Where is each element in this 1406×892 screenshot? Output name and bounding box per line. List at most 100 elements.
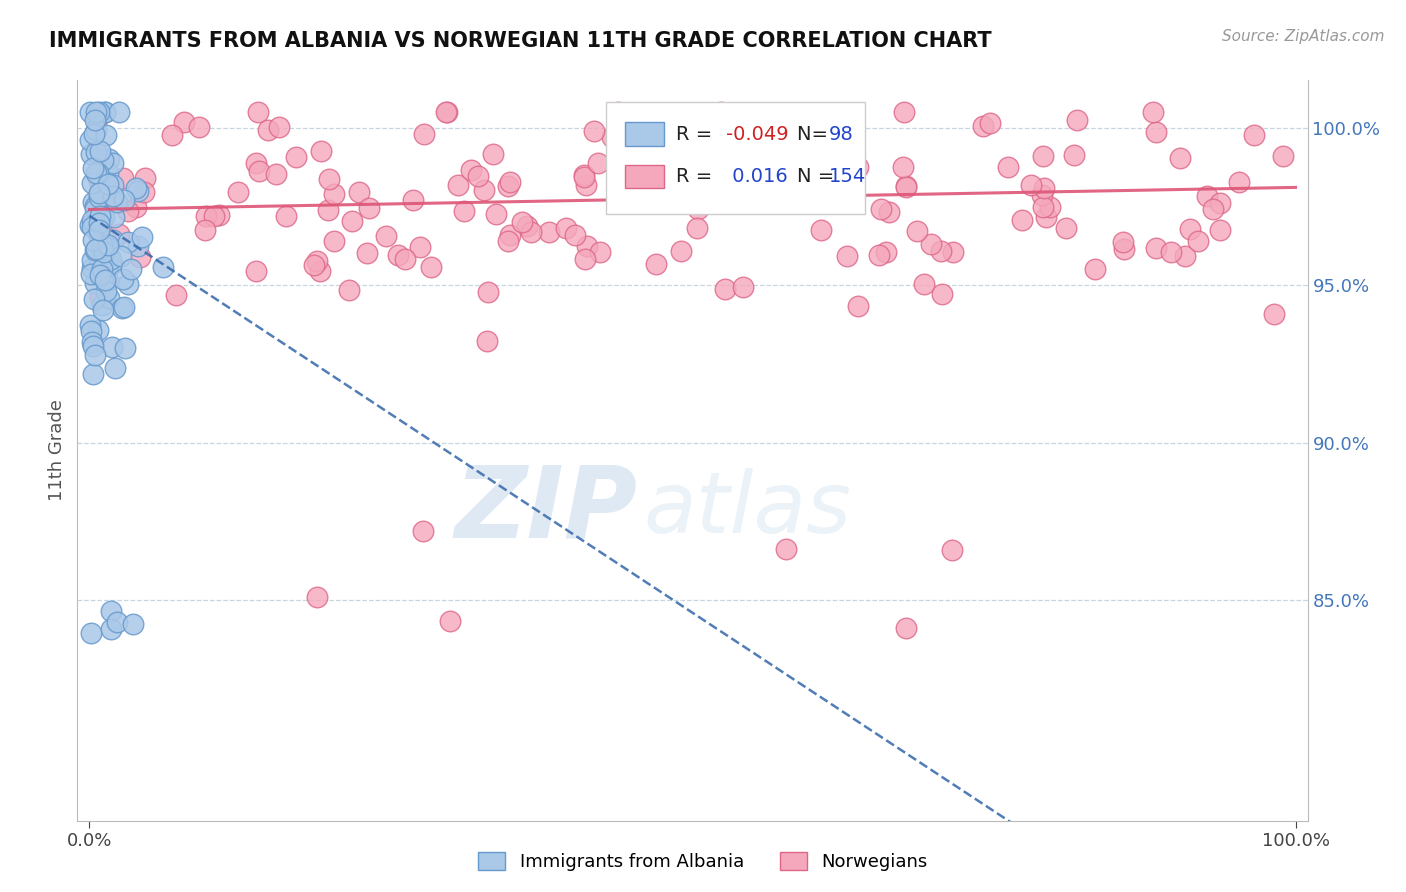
Point	[340, 214, 363, 228]
Point	[519, 225, 541, 239]
Point	[1032, 200, 1054, 214]
Point	[82, 195, 104, 210]
Point	[80, 335, 103, 350]
Point	[84, 104, 107, 119]
Point	[1142, 104, 1164, 119]
Point	[607, 104, 630, 119]
Point	[108, 104, 131, 119]
Point	[979, 115, 1001, 129]
Point	[90, 262, 112, 277]
Point	[997, 160, 1019, 174]
Point	[499, 227, 522, 242]
Point	[245, 264, 267, 278]
Point	[409, 240, 432, 254]
Point	[439, 614, 461, 628]
Point	[94, 284, 117, 298]
Point	[264, 167, 287, 181]
Point	[837, 249, 859, 263]
Point	[830, 166, 852, 180]
Point	[89, 144, 111, 158]
Point	[485, 207, 508, 221]
Point	[105, 194, 128, 209]
Point	[807, 190, 830, 204]
Point	[82, 161, 104, 176]
Point	[941, 244, 963, 259]
Point	[101, 156, 124, 170]
Point	[453, 204, 475, 219]
Point	[100, 622, 122, 636]
Point	[1160, 245, 1182, 260]
Point	[226, 185, 249, 199]
Text: atlas: atlas	[644, 468, 851, 551]
Point	[827, 187, 849, 202]
Point	[89, 252, 111, 266]
Point	[91, 297, 114, 311]
Point	[496, 179, 519, 194]
Point	[83, 127, 105, 141]
Point	[134, 171, 156, 186]
Point	[121, 616, 143, 631]
Point	[103, 178, 125, 193]
Point	[375, 229, 398, 244]
Point	[1054, 220, 1077, 235]
Point	[80, 252, 103, 267]
Point	[846, 299, 869, 313]
Point	[516, 219, 538, 233]
Point	[96, 128, 118, 143]
Point	[650, 186, 672, 200]
Point	[475, 334, 498, 348]
Point	[775, 542, 797, 557]
Point	[98, 152, 121, 166]
Point	[103, 233, 125, 247]
Point	[912, 277, 935, 291]
Point	[160, 128, 183, 142]
Point	[97, 249, 120, 263]
Point	[245, 156, 267, 170]
Point	[703, 167, 725, 181]
Point	[87, 166, 110, 180]
Point	[669, 244, 692, 258]
Point	[93, 211, 115, 225]
Point	[537, 225, 560, 239]
Point	[1031, 188, 1053, 202]
Point	[477, 285, 499, 300]
Point	[267, 120, 290, 134]
Point	[467, 169, 489, 184]
Point	[1035, 210, 1057, 224]
Point	[97, 273, 120, 287]
Point	[96, 239, 118, 253]
Point	[89, 223, 111, 237]
Point	[1111, 235, 1133, 250]
Point	[89, 217, 111, 231]
Point	[1243, 128, 1265, 142]
Point	[309, 144, 332, 158]
Point	[165, 287, 187, 301]
FancyBboxPatch shape	[606, 103, 865, 213]
Point	[208, 208, 231, 222]
Point	[1084, 261, 1107, 276]
Point	[84, 145, 107, 159]
Point	[84, 348, 107, 362]
FancyBboxPatch shape	[624, 165, 664, 188]
Point	[79, 104, 101, 119]
Point	[127, 238, 149, 252]
Point	[661, 137, 683, 152]
Point	[733, 280, 755, 294]
Text: N=: N=	[797, 125, 834, 144]
Point	[1063, 148, 1085, 162]
Point	[80, 146, 103, 161]
Point	[1032, 149, 1054, 163]
Point	[307, 590, 329, 604]
Point	[894, 622, 917, 636]
Point	[98, 291, 121, 305]
Point	[359, 202, 381, 216]
Point	[110, 248, 132, 262]
Point	[394, 252, 416, 266]
Point	[104, 360, 127, 375]
Point	[460, 163, 482, 178]
Point	[672, 153, 695, 168]
Point	[112, 194, 135, 208]
Point	[413, 127, 436, 141]
Point	[1168, 151, 1191, 165]
Point	[103, 210, 125, 224]
